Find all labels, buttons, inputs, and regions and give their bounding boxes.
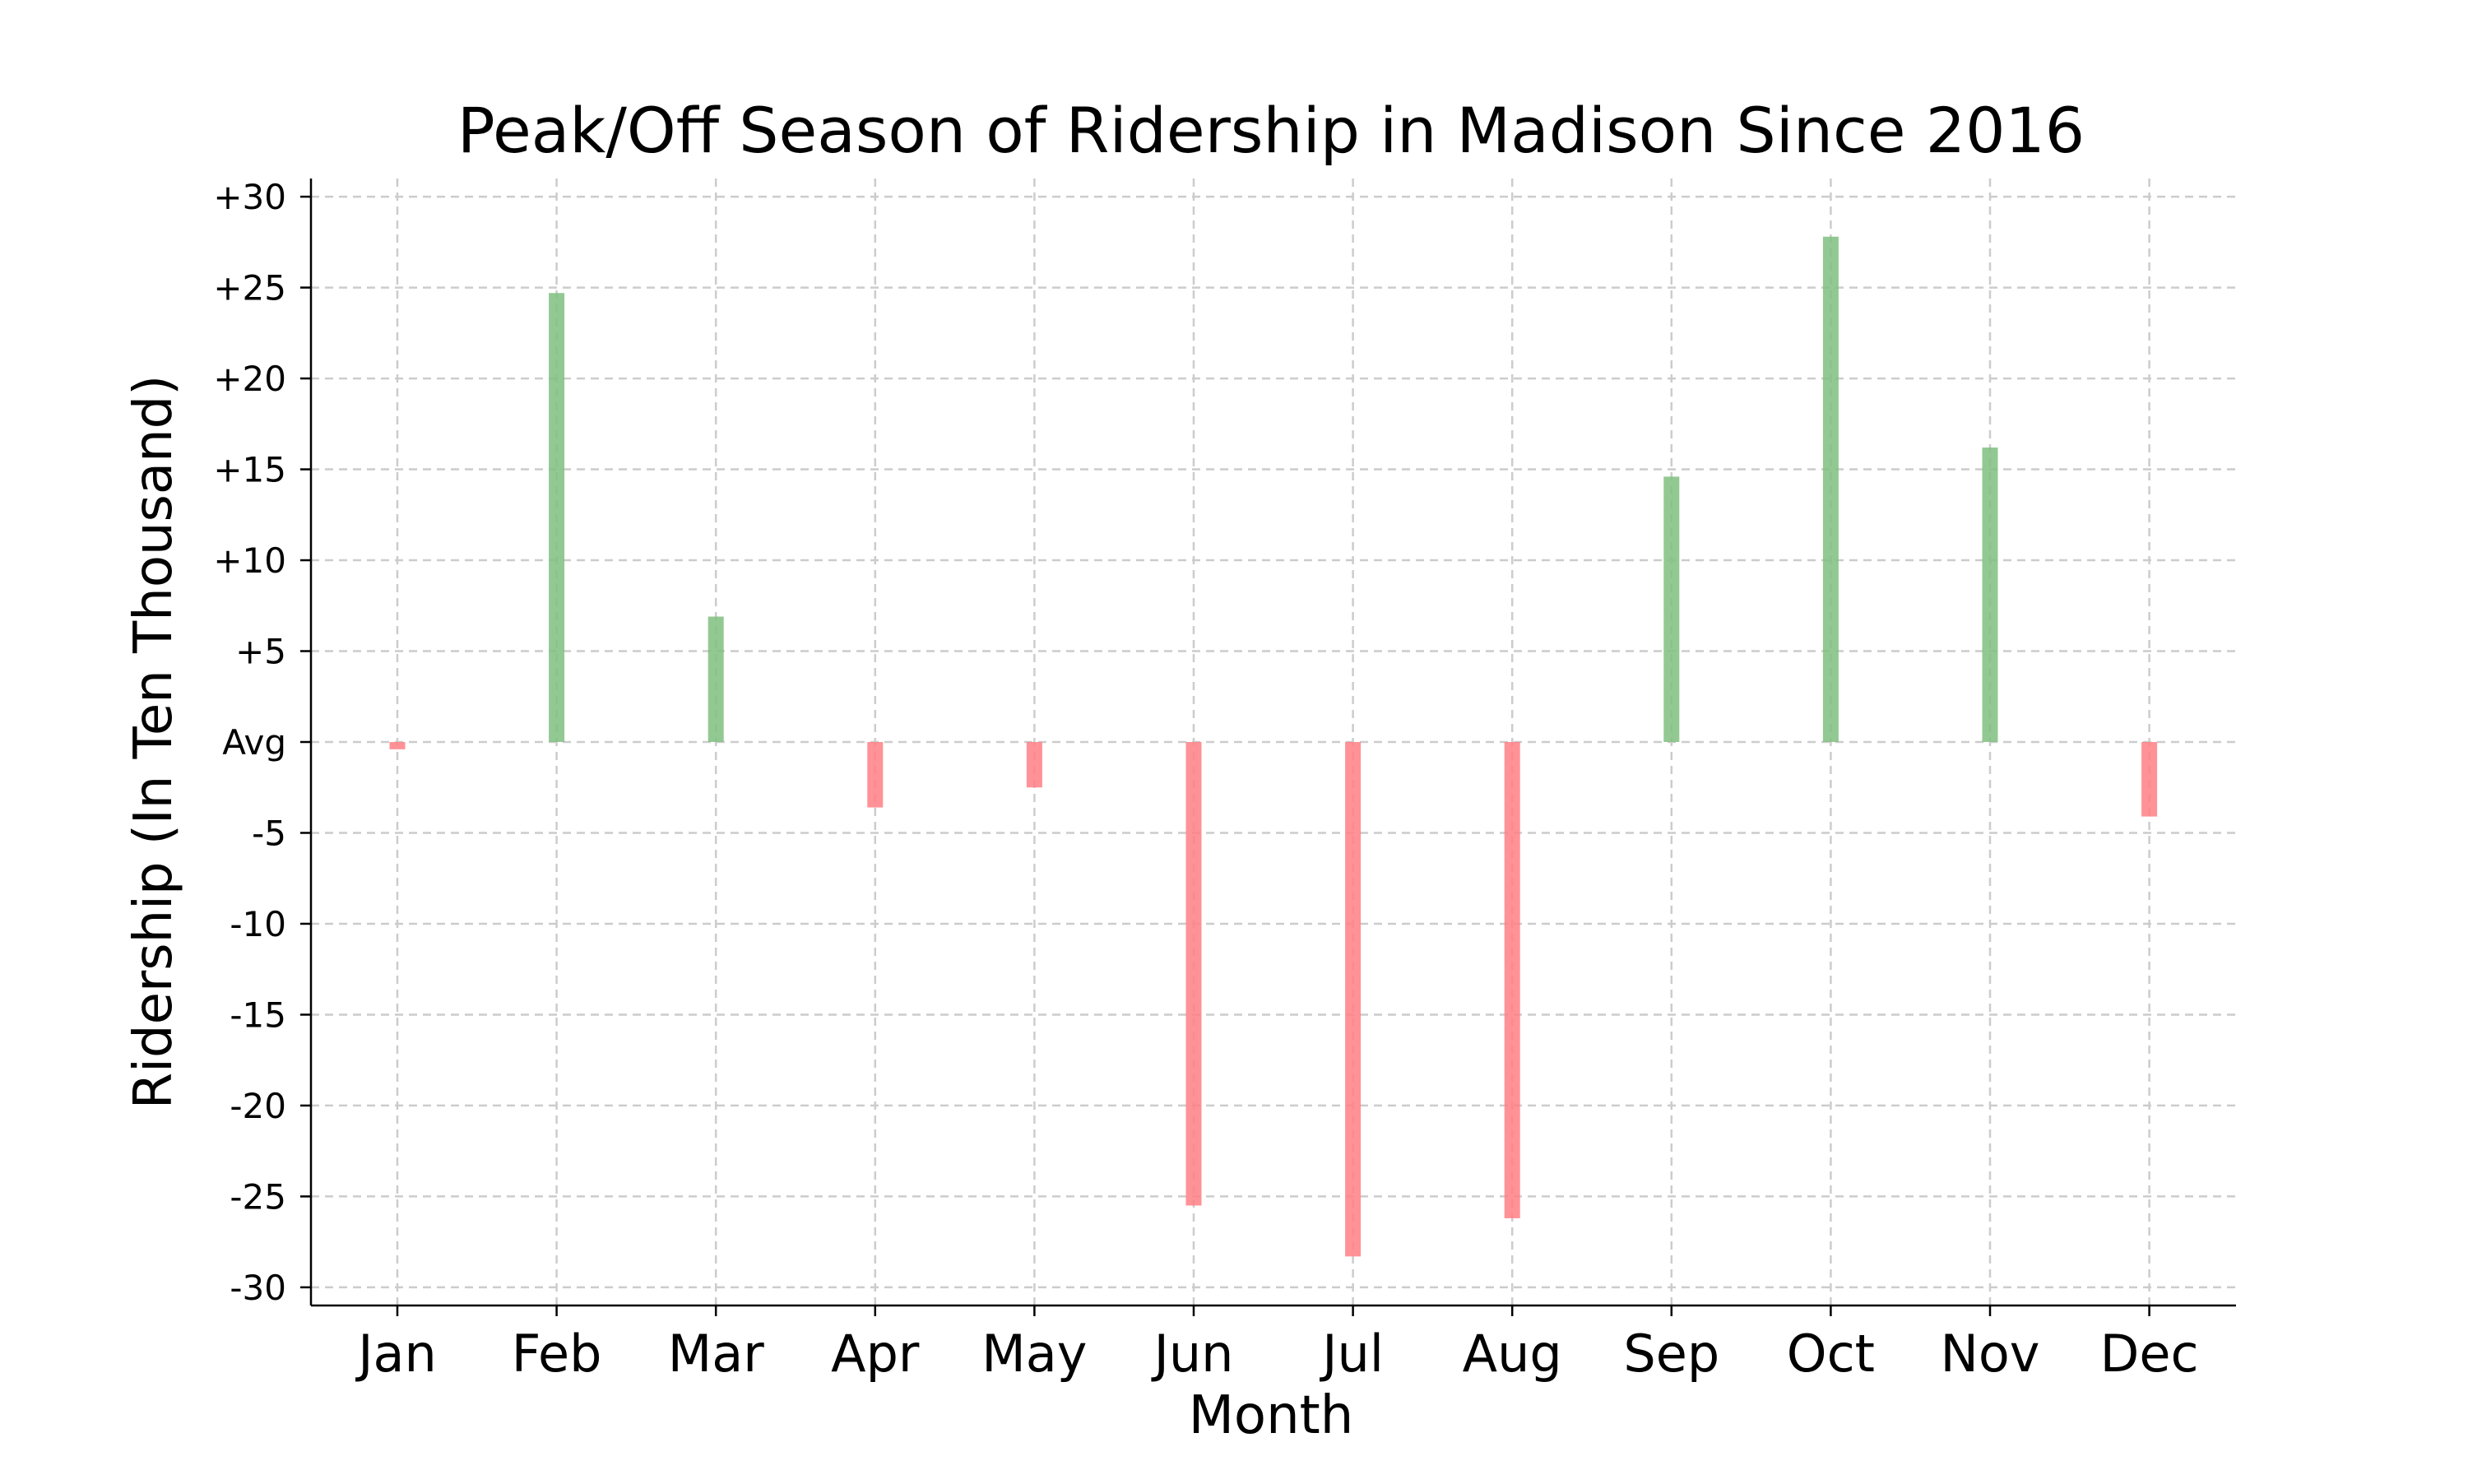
x-tick-label: Feb <box>512 1324 602 1384</box>
bar-positive <box>1982 448 1998 742</box>
bar-negative <box>1345 742 1362 1257</box>
y-tick-label: +25 <box>213 268 286 308</box>
y-tick-label: -30 <box>230 1268 286 1308</box>
x-tick-label: Oct <box>1787 1324 1875 1384</box>
x-tick-label: May <box>981 1324 1087 1384</box>
bar-positive <box>707 616 724 742</box>
bar-negative <box>1026 742 1042 788</box>
x-tick-label: Jan <box>355 1324 437 1384</box>
x-tick-label: Apr <box>831 1324 920 1384</box>
bar-negative <box>389 742 406 749</box>
bar-negative <box>2141 742 2158 817</box>
y-tick-label: -15 <box>230 995 286 1035</box>
y-tick-label: +5 <box>235 632 286 672</box>
y-tick-label: +15 <box>213 450 286 490</box>
bars <box>389 236 2158 1257</box>
y-tick-label: -5 <box>252 813 286 853</box>
bar-positive <box>1663 476 1680 742</box>
y-axis-label: Ridership (In Ten Thousand) <box>123 375 184 1110</box>
x-tick-label: Mar <box>668 1324 764 1384</box>
y-tick-label: -10 <box>230 904 286 944</box>
x-tick-label: Sep <box>1623 1324 1719 1384</box>
x-tick-label: Dec <box>2100 1324 2199 1384</box>
bar-negative <box>1185 742 1202 1206</box>
y-tick-label: +20 <box>213 359 286 399</box>
y-ticks: +30 +25 +20 +15 +10 +5 Avg -5 -10 -15 -20 -25 -30 <box>213 177 311 1308</box>
y-tick-label: -20 <box>230 1086 286 1126</box>
x-axis-label: Month <box>1189 1385 1354 1446</box>
y-tick-label: Avg <box>222 722 286 763</box>
x-tick-label: Jul <box>1319 1324 1384 1384</box>
bar-positive <box>1822 236 1839 742</box>
bar-positive <box>549 293 565 742</box>
x-tick-label: Aug <box>1463 1324 1562 1384</box>
bar-negative <box>867 742 884 808</box>
chart-title: Peak/Off Season of Ridership in Madison … <box>457 94 2085 167</box>
grid-lines <box>311 179 2236 1305</box>
bar-negative <box>1504 742 1520 1218</box>
y-tick-label: +10 <box>213 540 286 581</box>
y-tick-label: +30 <box>213 177 286 217</box>
x-tick-label: Nov <box>1940 1324 2039 1384</box>
x-ticks: Jan Feb Mar Apr May Jun Jul Aug Sep Oct Nov Dec <box>355 1305 2199 1384</box>
y-tick-label: -25 <box>230 1176 286 1217</box>
x-tick-label: Jun <box>1151 1324 1234 1384</box>
